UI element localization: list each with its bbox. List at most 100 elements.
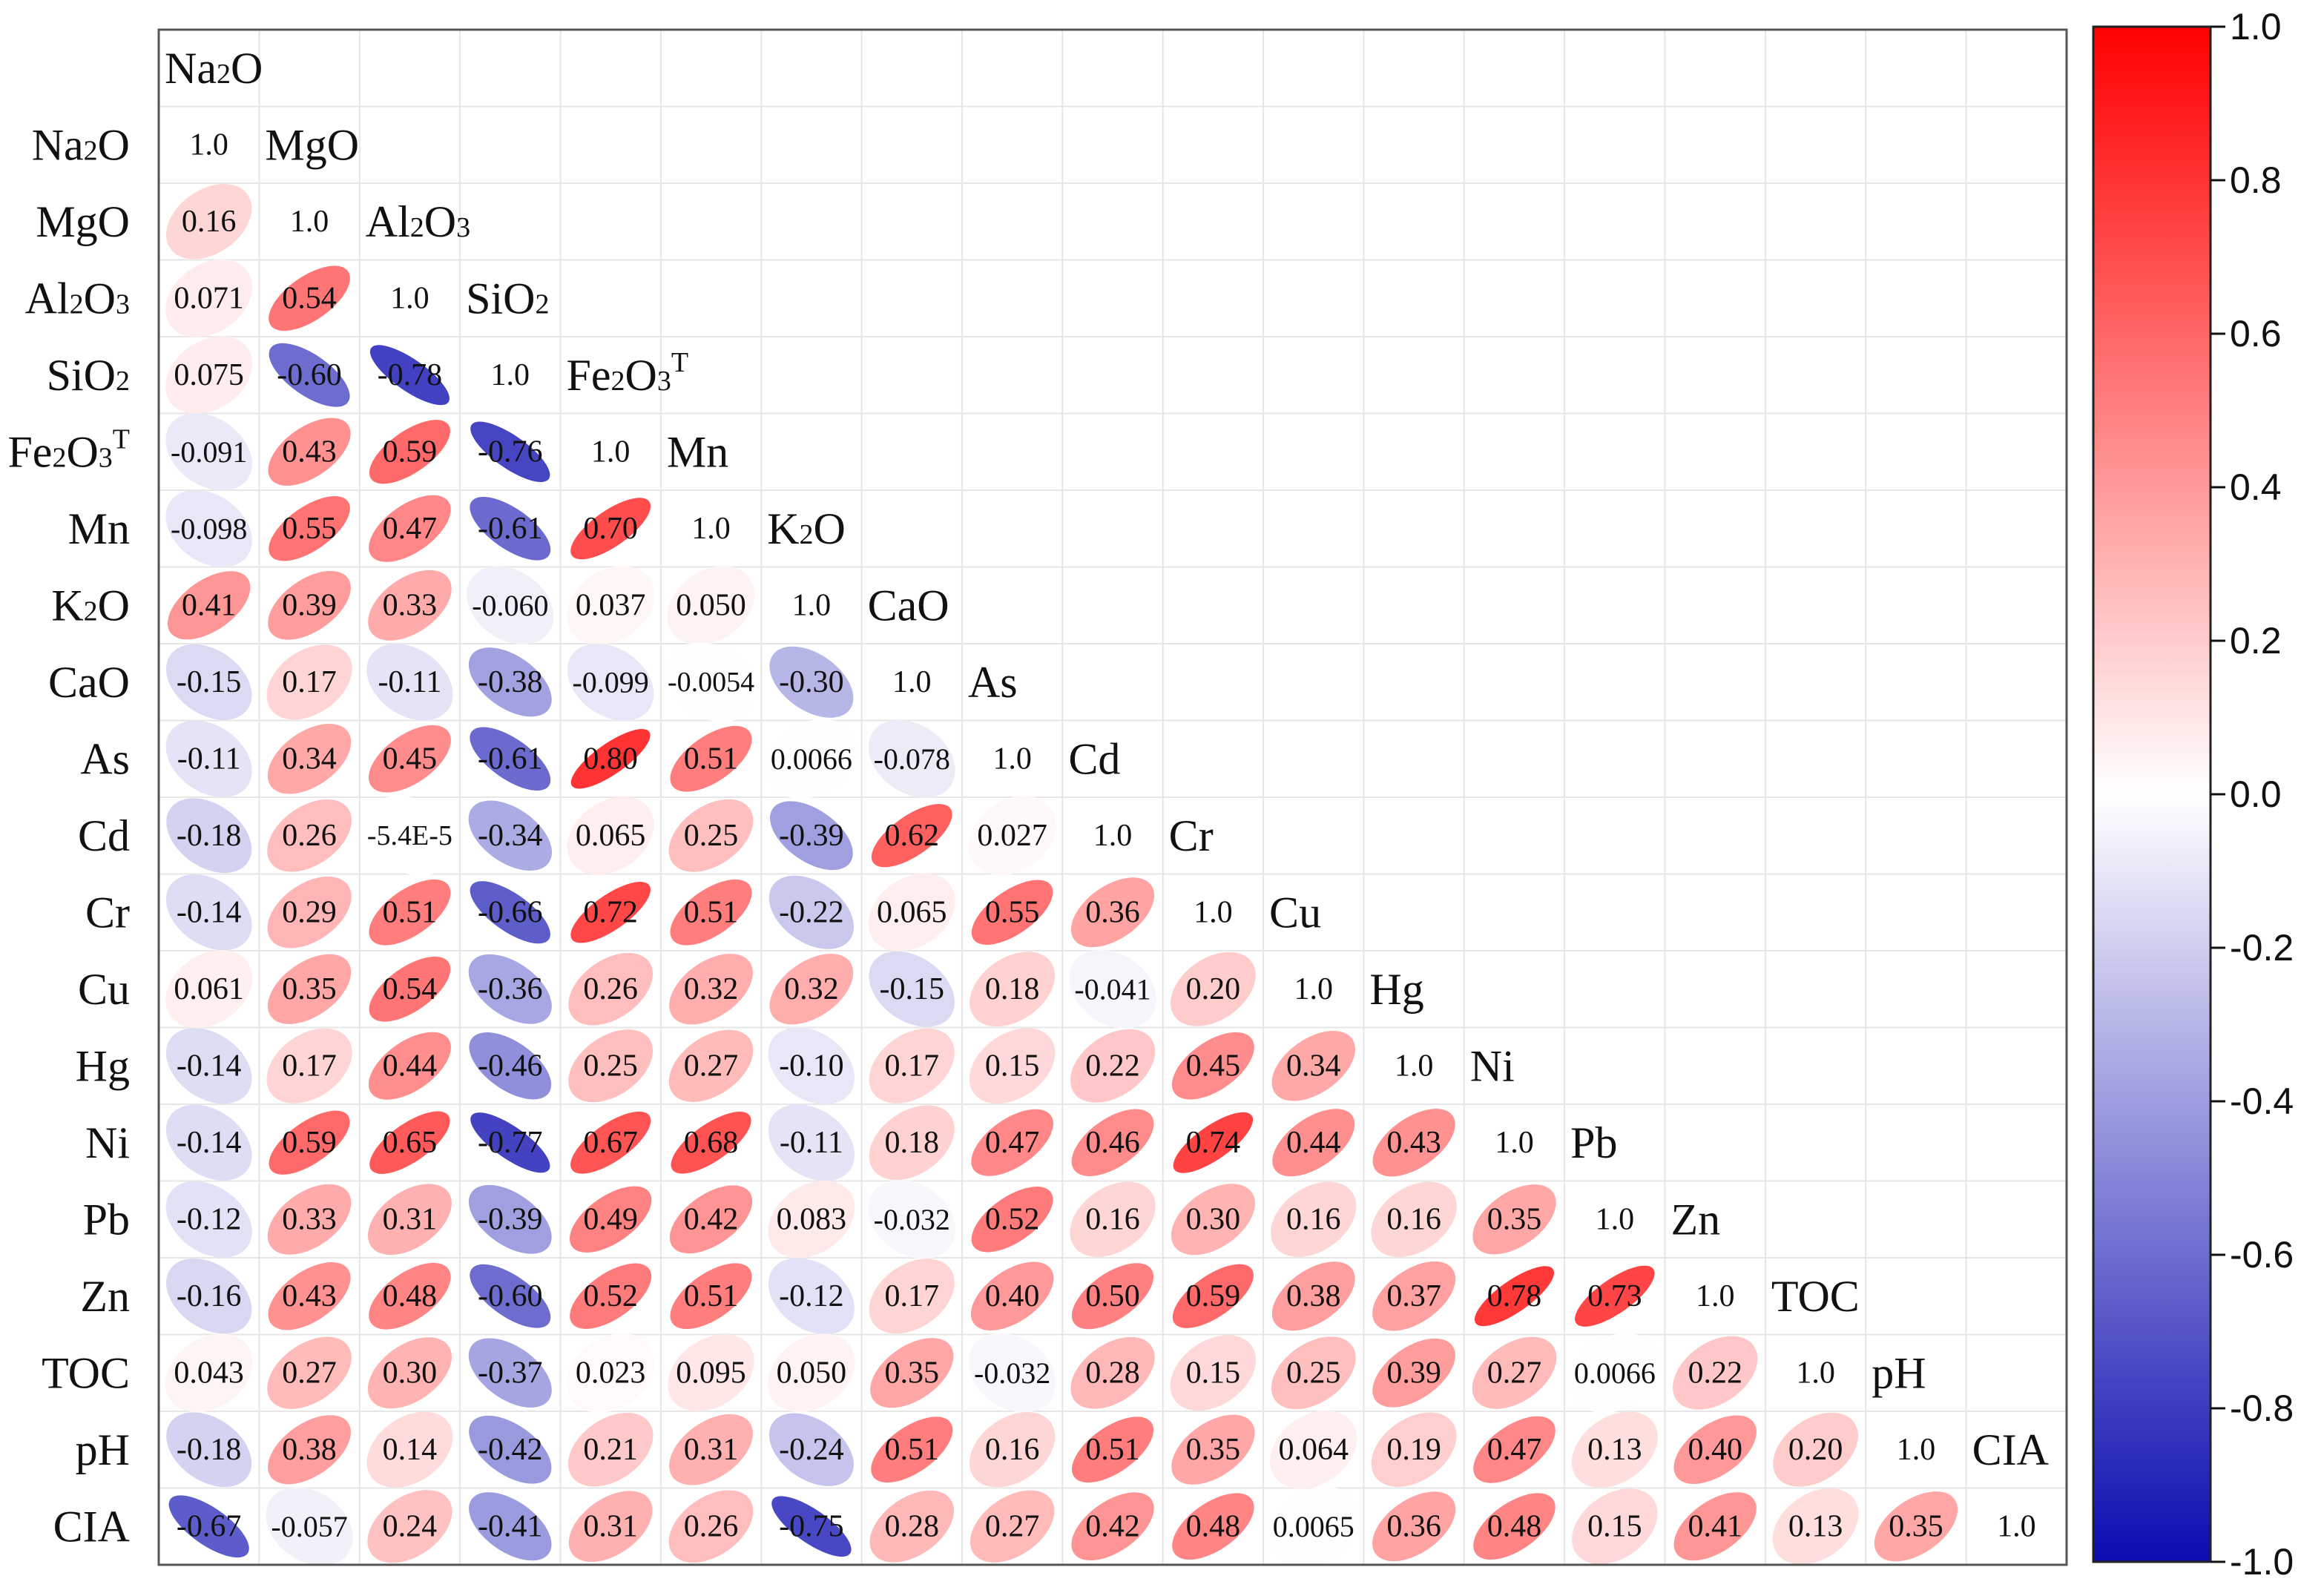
cell-value-cd-cd: 1.0 <box>1093 819 1133 853</box>
cell-ellipse-toc-mn <box>668 1334 754 1412</box>
cell-value-cu-cd: -0.041 <box>1074 972 1151 1006</box>
row-label-cao: CaO <box>48 658 130 707</box>
cell-value-cao-mgo: 0.17 <box>282 665 337 699</box>
cell-ellipse-pb-cao <box>868 1179 956 1259</box>
cell-value-toc-na2o: 0.043 <box>174 1356 244 1390</box>
cell-value-hg-cd: 0.22 <box>1085 1049 1140 1083</box>
cell-value-toc-k2o: 0.050 <box>777 1356 847 1390</box>
cell-value-cr-k2o: -0.22 <box>779 895 844 929</box>
cell-ellipse-zn-cao <box>869 1259 955 1334</box>
cell-ellipse-ni-cao <box>869 1105 955 1181</box>
column-label-as: As <box>968 658 1018 707</box>
cell-value-mn-al2o3: 0.47 <box>383 512 438 546</box>
cell-ellipse-ni-na2o <box>165 1104 252 1181</box>
cell-ellipse-as-al2o3 <box>368 725 451 793</box>
cell-value-cia-cao: 0.28 <box>885 1509 940 1543</box>
cell-ellipse-mgo-na2o <box>166 184 252 260</box>
cell-value-cd-cao: 0.62 <box>885 819 940 853</box>
cell-ellipse-zn-as <box>970 1261 1054 1330</box>
cell-value-ni-na2o: -0.14 <box>177 1126 242 1160</box>
colorbar-tick-label: -0.4 <box>2230 1081 2294 1122</box>
cell-ellipse-as-mgo <box>267 723 352 794</box>
cell-ellipse-cu-fe2o3t <box>568 952 653 1026</box>
cell-ellipse-cia-ni <box>1473 1493 1556 1560</box>
cell-ellipse-fe2o3t-na2o <box>165 413 252 491</box>
cell-value-cd-al2o3: -5.4E-5 <box>367 820 452 851</box>
cell-value-fe2o3t-mgo: 0.43 <box>282 435 337 469</box>
cell-value-ph-cao: 0.51 <box>885 1433 940 1467</box>
cell-value-hg-cr: 0.45 <box>1186 1049 1241 1083</box>
cell-value-ni-cd: 0.46 <box>1085 1126 1140 1160</box>
cell-value-cd-fe2o3t: 0.065 <box>576 819 646 853</box>
cell-ellipse-ni-mgo <box>269 1110 350 1175</box>
cell-value-cia-cd: 0.42 <box>1085 1509 1140 1543</box>
cell-value-cd-na2o: -0.18 <box>177 819 242 853</box>
cell-value-k2o-k2o: 1.0 <box>792 588 832 622</box>
row-label-cu: Cu <box>78 965 130 1014</box>
row-label-cr: Cr <box>85 888 130 937</box>
cell-ellipse-ph-as <box>969 1412 1056 1488</box>
cell-value-hg-fe2o3t: 0.25 <box>583 1049 638 1083</box>
cell-ellipse-ph-ni <box>1473 1416 1556 1483</box>
cell-value-ni-cr: 0.74 <box>1186 1126 1241 1160</box>
cell-ellipse-k2o-na2o <box>167 571 251 640</box>
cell-value-cd-as: 0.027 <box>977 819 1047 853</box>
cell-ellipse-cia-hg <box>1372 1491 1456 1562</box>
cell-value-zn-cr: 0.59 <box>1186 1279 1241 1313</box>
cell-value-zn-na2o: -0.16 <box>177 1279 242 1313</box>
cell-ellipse-cd-mn <box>668 799 754 872</box>
cell-ellipse-zn-mgo <box>268 1262 351 1330</box>
cell-ellipse-zn-k2o <box>768 1258 855 1335</box>
column-label-zn: Zn <box>1671 1195 1721 1244</box>
cell-value-cia-hg: 0.36 <box>1386 1509 1441 1543</box>
column-label-toc: TOC <box>1771 1272 1860 1321</box>
colorbar: 1.0 0.8 0.6 0.4 0.2 0.0 -0.2 -0.4 -0.6 -0.8 -1.0 <box>2092 6 2294 1583</box>
column-label-mgo: MgO <box>265 120 359 169</box>
cell-value-ni-hg: 0.43 <box>1386 1126 1441 1160</box>
cell-value-pb-cr: 0.30 <box>1186 1202 1241 1236</box>
cell-value-toc-mn: 0.095 <box>676 1356 746 1390</box>
cell-value-sio2-sio2: 1.0 <box>491 358 530 392</box>
cell-value-mgo-na2o: 0.16 <box>182 205 237 239</box>
cell-ellipse-cu-as <box>970 951 1056 1027</box>
cell-ellipse-pb-sio2 <box>468 1184 552 1254</box>
colorbar-tick-label: -0.6 <box>2230 1234 2294 1276</box>
cell-ellipse-cia-mgo <box>266 1487 353 1566</box>
cell-ellipse-k2o-al2o3 <box>368 570 452 641</box>
cell-ellipse-toc-fe2o3t <box>567 1333 655 1413</box>
cell-ellipse-ni-al2o3 <box>369 1111 450 1174</box>
cell-value-cao-sio2: -0.38 <box>478 665 543 699</box>
cell-ellipse-ph-zn <box>1673 1415 1757 1484</box>
cell-ellipse-as-sio2 <box>470 727 551 791</box>
cell-ellipse-as-mn <box>670 725 752 792</box>
cell-value-cu-mn: 0.32 <box>684 972 739 1006</box>
cell-value-k2o-al2o3: 0.33 <box>383 588 438 622</box>
cell-value-cia-mgo: -0.057 <box>271 1510 347 1543</box>
column-label-k2o: K2O <box>767 504 846 553</box>
cell-ellipse-mn-mgo <box>269 496 350 561</box>
cell-value-hg-as: 0.15 <box>985 1049 1040 1083</box>
cell-ellipse-k2o-sio2 <box>467 566 554 645</box>
cell-ellipse-cu-cao <box>869 951 955 1027</box>
cell-value-fe2o3t-fe2o3t: 1.0 <box>591 435 631 469</box>
cell-value-fe2o3t-sio2: -0.76 <box>478 435 543 469</box>
cell-value-toc-cao: 0.35 <box>885 1356 940 1390</box>
cell-ellipse-ph-k2o <box>768 1413 854 1486</box>
cell-ellipse-hg-cr <box>1171 1032 1254 1100</box>
cell-value-na2o-na2o: 1.0 <box>189 128 228 162</box>
row-label-mgo: MgO <box>36 197 130 246</box>
row-label-toc: TOC <box>42 1348 130 1397</box>
cell-value-zn-as: 0.40 <box>985 1279 1040 1313</box>
cell-value-ni-cao: 0.18 <box>885 1126 940 1160</box>
cell-ellipse-cao-al2o3 <box>366 644 453 721</box>
cell-value-toc-al2o3: 0.30 <box>383 1356 438 1390</box>
cell-value-cao-k2o: -0.30 <box>779 665 844 699</box>
cell-ellipse-cu-mgo <box>267 954 352 1024</box>
cell-value-toc-mgo: 0.27 <box>282 1356 337 1390</box>
cell-ellipse-cu-mn <box>669 954 753 1025</box>
cell-value-ni-sio2: -0.77 <box>478 1126 543 1160</box>
cell-value-hg-sio2: -0.46 <box>478 1049 543 1083</box>
cell-value-sio2-al2o3: -0.78 <box>378 358 443 392</box>
cell-value-ph-as: 0.16 <box>985 1433 1040 1467</box>
